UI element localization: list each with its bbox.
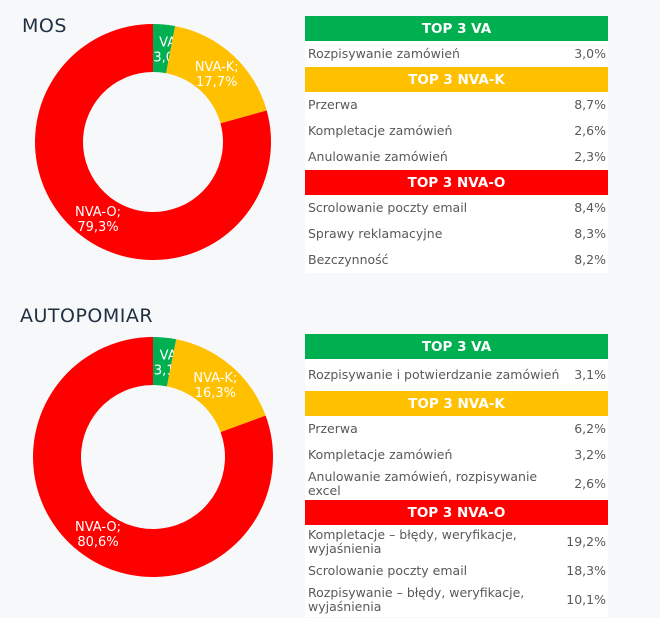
- row-label: Kompletacje – błędy, weryfikacje, wyjaśn…: [308, 527, 517, 556]
- donut-slice-va: [153, 337, 177, 387]
- slice-value-label: 17,7%: [196, 75, 237, 90]
- table-row: Sprawy reklamacyjne 8,3%: [305, 221, 608, 247]
- row-value: 8,7%: [574, 97, 606, 112]
- section-header-nva-k: TOP 3 NVA-K: [305, 67, 608, 92]
- section-header-nva-o: TOP 3 NVA-O: [305, 170, 608, 195]
- section-header-nva-o: TOP 3 NVA-O: [305, 500, 608, 525]
- table-row: Bezczynność 8,2%: [305, 247, 608, 273]
- row-value: 3,0%: [574, 46, 606, 61]
- row-value: 18,3%: [566, 563, 606, 578]
- row-value: 3,1%: [574, 367, 606, 382]
- table-row: Scrolowanie poczty email 18,3%: [305, 559, 608, 583]
- donut-chart-autopomiar: VA;3,1%NVA-K;16,3%NVA-O;80,6%: [33, 337, 273, 577]
- row-label: Kompletacje zamówień: [308, 447, 453, 462]
- donut-chart-mos: VA;3,0%NVA-K;17,7%NVA-O;79,3%: [34, 24, 271, 260]
- row-label: Scrolowanie poczty email: [308, 563, 468, 578]
- slice-category-label: NVA-K;: [195, 60, 239, 75]
- row-label: Przerwa: [308, 421, 358, 436]
- row-label: Scrolowanie poczty email: [308, 200, 468, 215]
- chart-title-mos: MOS: [22, 15, 67, 37]
- row-value: 8,3%: [574, 226, 606, 241]
- table-row: Scrolowanie poczty email 8,4%: [305, 195, 608, 221]
- table-row: Przerwa 6,2%: [305, 416, 608, 442]
- donut-slice-nva-o: [33, 337, 273, 577]
- slice-value-label: 79,3%: [77, 220, 118, 235]
- row-value: 19,2%: [566, 534, 606, 549]
- row-label: Rozpisywanie – błędy, weryfikacje, wyjaś…: [308, 585, 525, 614]
- row-label: Przerwa: [308, 97, 358, 112]
- table-row: Kompletacje – błędy, weryfikacje, wyjaśn…: [305, 525, 608, 559]
- row-value: 3,2%: [574, 447, 606, 462]
- row-value: 2,6%: [574, 476, 606, 491]
- table-row: Rozpisywanie zamówień 3,0%: [305, 41, 608, 67]
- row-label: Bezczynność: [308, 252, 389, 267]
- donut-slice-nva-k: [166, 339, 266, 433]
- table-row: Anulowanie zamówień, rozpisywanie excel 2…: [305, 468, 608, 500]
- row-label: Kompletacje zamówień: [308, 123, 453, 138]
- row-label: Rozpisywanie zamówień: [308, 46, 460, 61]
- row-value: 2,3%: [574, 149, 606, 164]
- table-row: Anulowanie zamówień 2,3%: [305, 144, 608, 170]
- table-row: Kompletacje zamówień 3,2%: [305, 442, 608, 468]
- table-row: Kompletacje zamówień 2,6%: [305, 118, 608, 144]
- section-header-va: TOP 3 VA: [305, 334, 608, 359]
- section-header-nva-k: TOP 3 NVA-K: [305, 391, 608, 416]
- table-row: Rozpisywanie i potwierdzanie zamówień 3,1…: [305, 359, 608, 391]
- row-label: Sprawy reklamacyjne: [308, 226, 443, 241]
- section-header-va: TOP 3 VA: [305, 16, 608, 41]
- row-label: Rozpisywanie i potwierdzanie zamówień: [308, 367, 560, 382]
- slice-value-label: 80,6%: [77, 535, 118, 550]
- slice-value-label: 16,3%: [195, 386, 236, 401]
- row-value: 8,4%: [574, 200, 606, 215]
- row-label: Anulowanie zamówień: [308, 149, 448, 164]
- table-row: Rozpisywanie – błędy, weryfikacje, wyjaś…: [305, 583, 608, 617]
- row-value: 8,2%: [574, 252, 606, 267]
- donut-slice-va: [153, 24, 176, 74]
- row-label: Anulowanie zamówień, rozpisywanie excel: [308, 469, 538, 498]
- slice-category-label: NVA-O;: [75, 205, 121, 220]
- top3-table-mos: TOP 3 VA Rozpisywanie zamówień 3,0% TOP 3 N…: [305, 16, 608, 273]
- row-value: 2,6%: [574, 123, 606, 138]
- chart-title-autopomiar: AUTOPOMIAR: [20, 305, 154, 327]
- row-value: 10,1%: [566, 592, 606, 607]
- slice-category-label: NVA-O;: [75, 520, 121, 535]
- donut-slice-nva-o: [34, 24, 271, 260]
- slice-category-label: NVA-K;: [193, 371, 237, 386]
- top3-table-autopomiar: TOP 3 VA Rozpisywanie i potwierdzanie zam…: [305, 334, 608, 617]
- row-value: 6,2%: [574, 421, 606, 436]
- table-row: Przerwa 8,7%: [305, 92, 608, 118]
- donut-slice-nva-k: [166, 26, 267, 124]
